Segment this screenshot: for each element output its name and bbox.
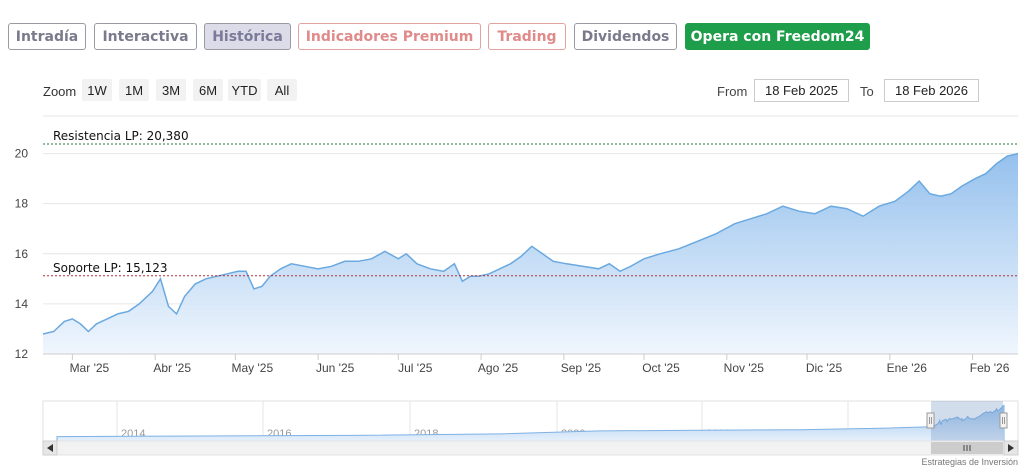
navigator-selection[interactable] [931,401,1003,441]
tab-dividendos[interactable]: Dividendos [574,23,677,50]
zoom-label: Zoom [43,84,77,99]
navigator-handle-right[interactable] [999,412,1008,429]
navigator-handle-left[interactable] [926,412,935,429]
scroll-left-icon [47,444,53,452]
tab-trading[interactable]: Trading [488,23,566,50]
zoom-1w-button[interactable]: 1W [82,79,112,101]
y-tick-label: 18 [15,197,29,211]
price-line [42,152,1019,335]
x-tick-label: Dic '25 [806,361,843,375]
x-tick-label: Jul '25 [398,361,433,375]
tab-interactiva[interactable]: Interactiva [94,23,197,50]
x-tick-label: Nov '25 [724,361,765,375]
scroll-right-icon [1008,444,1014,452]
resistance-label: Resistencia LP: 20,380 [53,129,189,143]
x-tick-label: Sep '25 [561,361,602,375]
tab-intradia[interactable]: Intradía [8,23,86,50]
y-tick-label: 20 [15,147,29,161]
scrollbar[interactable] [42,440,1019,456]
x-tick-label: May '25 [232,361,274,375]
zoom-3m-button[interactable]: 3M [156,79,186,101]
price-area [43,153,1018,354]
zoom-1m-button[interactable]: 1M [119,79,149,101]
x-tick-label: Jun '25 [316,361,355,375]
x-tick-label: Ago '25 [478,361,519,375]
range-from-label: From [717,84,748,99]
range-to-input[interactable]: 18 Feb 2026 [884,79,979,102]
navigator-area [56,404,1005,442]
scrollbar-track[interactable] [42,440,1019,456]
y-tick-label: 12 [15,347,29,361]
range-to-label: To [860,84,874,99]
x-tick-label: Feb '26 [970,361,1010,375]
zoom-6m-button[interactable]: 6M [193,79,223,101]
x-tick-label: Oct '25 [642,361,680,375]
y-tick-label: 16 [15,247,29,261]
tab-historica[interactable]: Histórica [204,23,291,50]
zoom-ytd-button[interactable]: YTD [228,79,261,101]
reference-lines: Resistencia LP: 20,380 Soporte LP: 15,123 [43,129,1018,277]
x-tick-label: Ene '26 [887,361,928,375]
zoom-all-button[interactable]: All [267,79,297,101]
y-tick-label: 14 [15,297,29,311]
navigator[interactable]: 201420162018202020222024 [42,400,1019,442]
chart-credit: Estrategias de Inversión [921,457,1018,467]
tab-indicadores-premium[interactable]: Indicadores Premium [298,23,481,50]
support-label: Soporte LP: 15,123 [53,261,168,275]
x-tick-label: Abr '25 [153,361,191,375]
y-axis: 12 14 16 18 20 [15,147,29,361]
range-from-input[interactable]: 18 Feb 2025 [754,79,849,102]
opera-freedom24-button[interactable]: Opera con Freedom24 [685,23,870,50]
x-axis: Mar '25 Abr '25 May '25 Jun '25 Jul '25 Ago '… [43,353,1018,375]
x-tick-label: Mar '25 [70,361,110,375]
